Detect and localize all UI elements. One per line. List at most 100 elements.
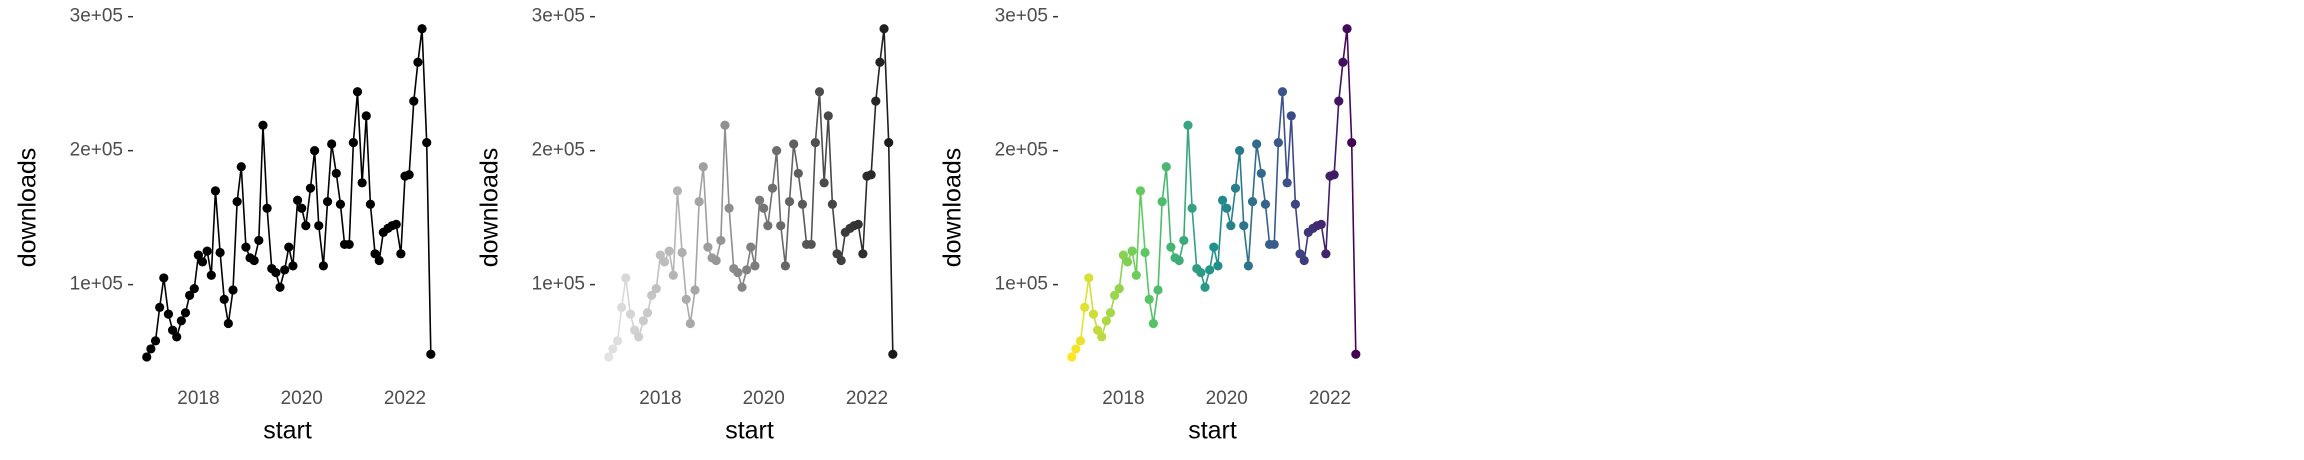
point xyxy=(677,247,687,258)
point xyxy=(146,344,156,354)
point xyxy=(672,186,683,196)
point xyxy=(215,247,225,258)
point xyxy=(1174,255,1184,266)
x-tick-label: 2020 xyxy=(281,388,323,409)
point xyxy=(625,309,636,319)
x-tick-label: 2022 xyxy=(1309,388,1351,409)
point xyxy=(197,257,208,267)
x-axis-title: start xyxy=(263,417,312,445)
point xyxy=(1321,249,1331,259)
point xyxy=(737,282,747,292)
x-tick-label: 2020 xyxy=(743,388,785,409)
point xyxy=(305,183,316,193)
point xyxy=(1144,294,1154,304)
point xyxy=(258,120,268,130)
point xyxy=(888,349,898,359)
y-tick-label: 2e+05 xyxy=(532,140,585,161)
point xyxy=(664,246,674,256)
x-tick-label: 2018 xyxy=(177,388,219,409)
point xyxy=(374,255,384,266)
point xyxy=(789,139,799,149)
point xyxy=(1230,183,1241,193)
point xyxy=(703,242,713,252)
point xyxy=(396,249,406,259)
point xyxy=(202,246,212,256)
point xyxy=(621,273,631,283)
point xyxy=(1342,24,1352,34)
point xyxy=(716,235,726,246)
point xyxy=(1075,336,1086,346)
point xyxy=(1256,168,1266,179)
point xyxy=(1260,199,1271,209)
y-tick-label: 2e+05 xyxy=(70,140,123,161)
point xyxy=(172,332,182,342)
point xyxy=(1148,318,1158,329)
point xyxy=(365,199,376,209)
point xyxy=(236,162,246,172)
point xyxy=(767,183,778,193)
x-axis-title: start xyxy=(725,417,774,445)
point xyxy=(159,273,169,283)
point xyxy=(1252,139,1262,149)
point xyxy=(694,196,704,207)
y-axis-title: downloads xyxy=(476,148,504,268)
point xyxy=(1110,290,1120,300)
point xyxy=(875,57,885,67)
point xyxy=(1135,186,1146,196)
point xyxy=(254,235,264,246)
point xyxy=(176,316,186,326)
point xyxy=(314,221,324,231)
point xyxy=(634,332,644,342)
point xyxy=(797,199,808,209)
x-tick-label: 2018 xyxy=(639,388,681,409)
line xyxy=(146,28,432,358)
point xyxy=(1334,96,1344,106)
point xyxy=(422,138,432,148)
point xyxy=(167,325,178,335)
point xyxy=(772,146,782,156)
point xyxy=(417,24,427,34)
point xyxy=(1097,332,1107,342)
point xyxy=(189,284,199,294)
point xyxy=(163,309,174,319)
point xyxy=(413,57,423,67)
y-tick-label: 3e+05 xyxy=(532,6,585,27)
point xyxy=(690,285,700,295)
point xyxy=(1183,120,1193,130)
point xyxy=(1080,302,1090,312)
point xyxy=(223,318,233,329)
point xyxy=(249,255,259,266)
point xyxy=(1239,221,1249,231)
y-tick-label: 1e+05 xyxy=(532,274,585,295)
point xyxy=(1092,325,1103,335)
line xyxy=(1071,28,1357,358)
point xyxy=(1226,221,1236,231)
y-axis-title: downloads xyxy=(14,148,42,268)
point xyxy=(391,219,401,229)
point xyxy=(1200,282,1210,292)
point xyxy=(150,336,161,346)
point xyxy=(1299,255,1309,266)
point xyxy=(754,195,765,205)
point xyxy=(228,285,238,295)
point xyxy=(262,203,272,213)
point xyxy=(629,325,640,335)
point xyxy=(180,308,191,318)
point xyxy=(301,221,311,231)
point xyxy=(612,336,623,346)
point xyxy=(1273,138,1283,148)
point xyxy=(776,221,786,231)
point xyxy=(1329,170,1339,180)
x-axis-title: start xyxy=(1188,417,1237,445)
point xyxy=(608,344,618,354)
point xyxy=(1187,203,1197,213)
point xyxy=(1196,267,1206,278)
point xyxy=(1067,352,1077,362)
point xyxy=(219,294,229,304)
point xyxy=(866,170,876,180)
point xyxy=(1114,284,1124,294)
point xyxy=(685,318,695,329)
point xyxy=(292,195,303,205)
y-tick-label: 3e+05 xyxy=(70,6,123,27)
point xyxy=(871,96,881,106)
